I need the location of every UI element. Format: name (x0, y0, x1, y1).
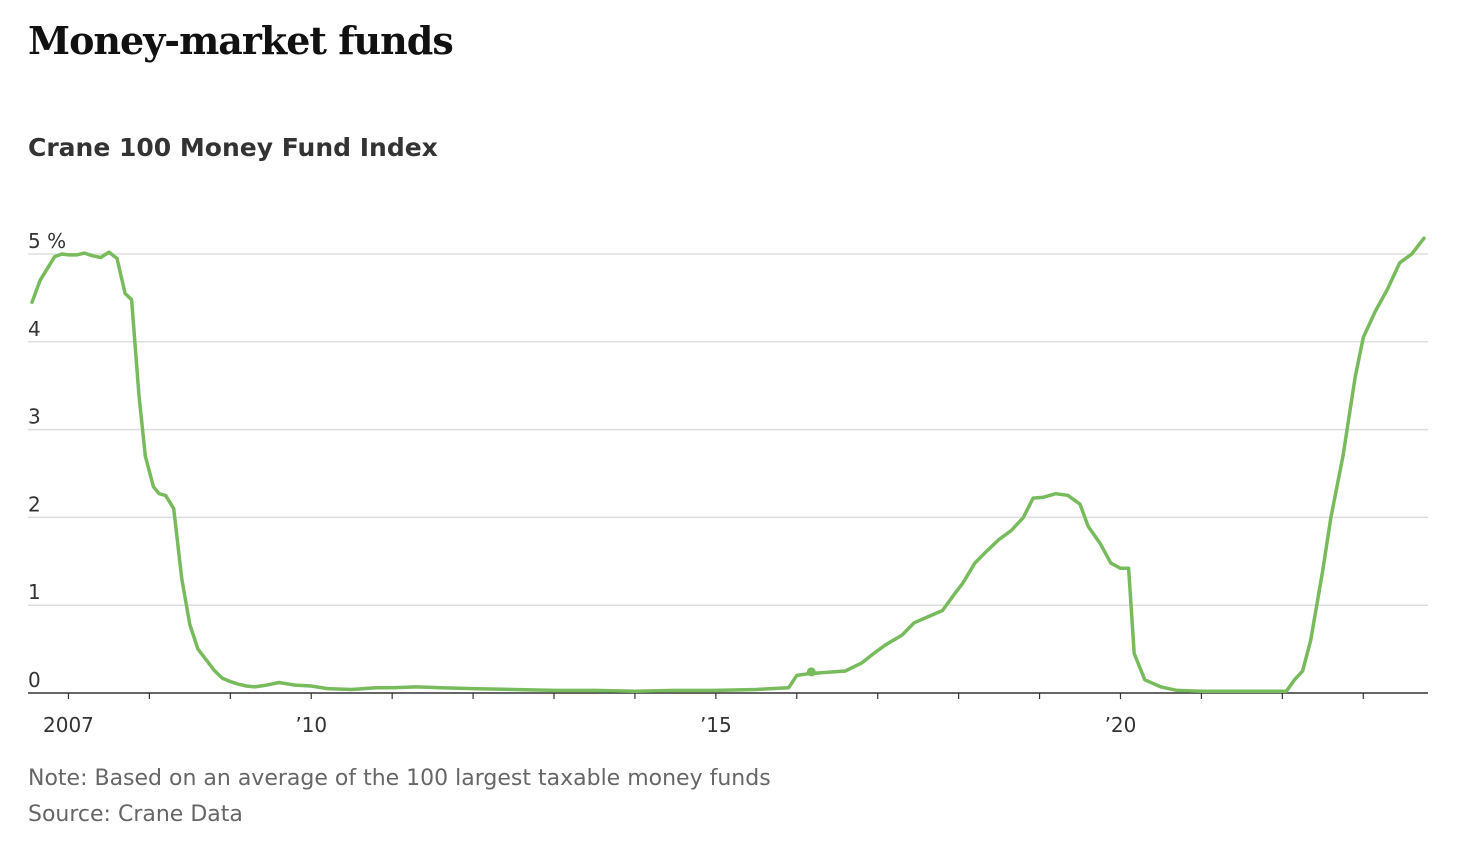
chart-note: Note: Based on an average of the 100 lar… (28, 766, 771, 791)
y-axis-tick-labels: 0 1 2 3 4 5 % (28, 229, 66, 692)
y-tick-label-0: 0 (28, 668, 41, 692)
x-tick-label-2007: 2007 (43, 713, 94, 737)
y-tick-label-1: 1 (28, 580, 41, 604)
series-group (30, 236, 1426, 693)
chart-title: Crane 100 Money Fund Index (28, 133, 438, 162)
chart-source: Source: Crane Data (28, 802, 243, 827)
series-line-0 (30, 236, 1426, 693)
gridlines (28, 253, 1428, 606)
y-tick-label-4: 4 (28, 317, 41, 341)
x-tick-label-2010: ’10 (295, 713, 327, 737)
annotation-dot-0 (806, 667, 816, 677)
y-tick-label-2: 2 (28, 492, 41, 516)
chart-headline: Money-market funds (28, 18, 454, 63)
x-tick-label-2020: ’20 (1105, 713, 1137, 737)
y-tick-label-5: 5 % (28, 229, 66, 253)
line-chart: 0 1 2 3 4 5 % 2007 ’10 ’15 ’20 (28, 229, 1428, 737)
x-tick-label-2015: ’15 (700, 713, 732, 737)
y-tick-label-3: 3 (28, 405, 41, 429)
x-axis-tick-labels: 2007 ’10 ’15 ’20 (43, 713, 1136, 737)
annotations (806, 667, 816, 677)
x-axis-ticks (67, 693, 1364, 699)
